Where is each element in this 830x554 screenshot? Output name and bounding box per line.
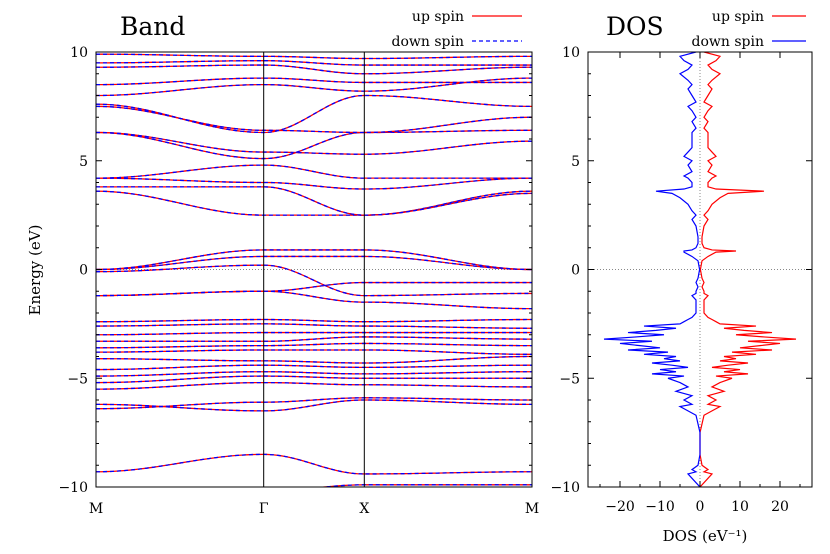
band-y-tick-label: 10: [70, 45, 88, 61]
band-down-spin-line: [96, 349, 532, 355]
band-title: Band: [120, 12, 185, 41]
band-up-spin-line: [96, 190, 532, 216]
band-down-spin-line: [96, 331, 532, 336]
dos-y-tick-label: −10: [550, 480, 580, 496]
band-down-spin-line: [96, 364, 532, 371]
dos-y-tick-label: 10: [562, 45, 580, 61]
band-x-tick-label: X: [359, 501, 369, 517]
band-down-spin-line: [318, 484, 532, 487]
band-down-spin-line: [96, 77, 532, 97]
band-up-spin-line: [96, 249, 532, 271]
band-down-spin-line: [96, 94, 532, 134]
band-x-tick-label: M: [89, 501, 103, 517]
band-down-spin-line: [96, 131, 532, 155]
dos-x-tick-label: 20: [771, 499, 789, 515]
band-down-spin-line: [96, 105, 532, 134]
band-down-spin-line: [96, 281, 532, 297]
dos-down-spin-line: [603, 52, 701, 487]
band-up-spin-line: [96, 129, 532, 160]
band-down-spin-line: [96, 249, 532, 271]
band-down-spin-line: [96, 397, 532, 410]
band-up-spin-line: [318, 484, 532, 487]
band-down-spin-line: [96, 355, 532, 364]
band-up-spin-line: [96, 77, 532, 86]
dos-y-tick-label: −5: [559, 371, 580, 387]
dos-y-tick-label: 5: [571, 154, 580, 170]
band-down-spin-line: [96, 342, 532, 349]
band-down-spin-line: [96, 453, 532, 475]
band-panel: Band Energy (eV) M Γ X M 10 5 0 −5 −10 up spin d…: [26, 9, 539, 517]
band-x-tick-label: M: [525, 501, 539, 517]
band-up-spin-line: [96, 105, 532, 134]
dos-y-tick-label: 0: [571, 263, 580, 279]
band-down-spin-line: [96, 77, 532, 86]
dos-x-tick-label: 10: [731, 499, 749, 515]
band-up-spin-line: [96, 349, 532, 355]
band-down-spin-line: [96, 381, 532, 390]
band-down-spin-line: [96, 336, 532, 342]
band-down-spin-line: [96, 60, 532, 66]
band-x-tick-label: Γ: [259, 501, 269, 517]
band-down-spin-line: [96, 371, 532, 377]
dos-legend-up-label: up spin: [712, 9, 764, 25]
dos-x-axis-label: DOS (eV⁻¹): [663, 527, 748, 545]
band-down-spin-line: [96, 164, 532, 179]
band-down-spin-line: [96, 255, 532, 271]
dos-panel: DOS DOS (eV⁻¹) −20 −10 0 10 20 10 5 0 −5 −10 up s…: [550, 9, 813, 545]
band-down-spin-line: [96, 177, 532, 190]
band-legend-down-label: down spin: [392, 34, 464, 50]
band-y-tick-label: 5: [79, 154, 88, 170]
dos-legend-down-label: down spin: [692, 34, 764, 50]
band-down-spin-line: [96, 290, 532, 310]
band-down-spin-line: [96, 318, 532, 323]
band-down-spin-line: [96, 64, 532, 75]
band-down-spin-line: [96, 53, 532, 60]
band-down-spin-line: [96, 186, 532, 216]
band-up-spin-line: [96, 131, 532, 155]
band-down-spin-line: [96, 129, 532, 160]
band-y-tick-label: −5: [67, 371, 88, 387]
band-legend-up-label: up spin: [412, 9, 464, 25]
band-down-spin-line: [96, 190, 532, 216]
band-down-spin-line: [96, 323, 532, 329]
dos-title: DOS: [606, 12, 664, 41]
band-down-spin-line: [96, 399, 532, 412]
band-y-axis-label: Energy (eV): [26, 225, 44, 316]
band-down-spin-line: [96, 375, 532, 384]
dos-up-spin-line: [699, 52, 797, 487]
dos-x-tick-label: −20: [605, 499, 635, 515]
band-y-tick-label: −10: [58, 480, 88, 496]
band-down-spin-line: [96, 264, 532, 297]
dos-x-tick-label: 0: [696, 499, 705, 515]
dos-x-tick-label: −10: [645, 499, 675, 515]
band-y-tick-label: 0: [79, 263, 88, 279]
